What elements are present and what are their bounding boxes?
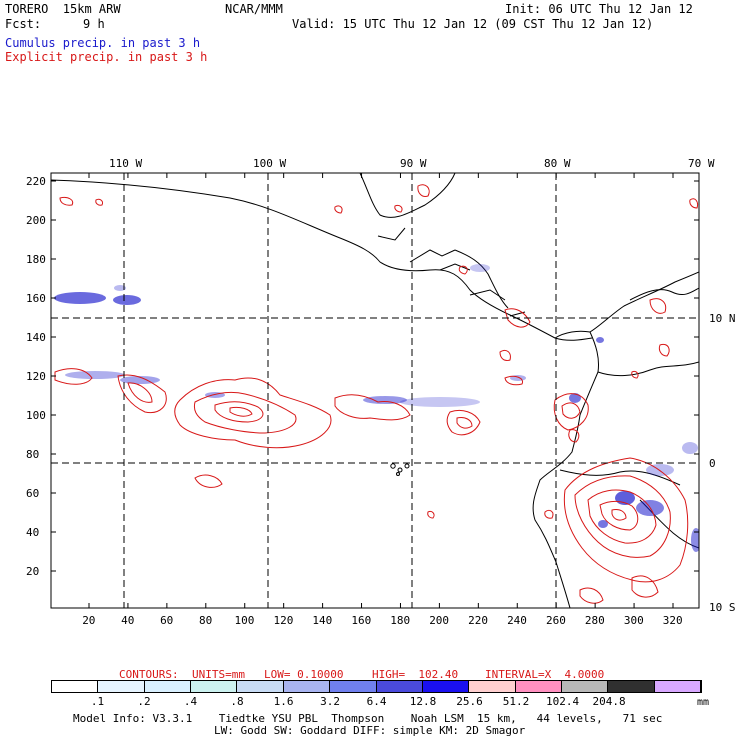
model-info: Model Info: V3.3.1 Tiedtke YSU PBL Thomp… xyxy=(73,712,663,725)
lat-label: 10 S xyxy=(709,601,736,614)
colorbar-segment xyxy=(654,681,702,692)
colorbar-segment xyxy=(283,681,331,692)
lat-label: 10 N xyxy=(709,312,736,325)
x-tick-label: 100 xyxy=(234,614,255,627)
colorbar-unit: mm xyxy=(697,697,710,708)
x-tick-label: 260 xyxy=(546,614,566,627)
colorbar-segment xyxy=(191,681,238,692)
colorbar-segment xyxy=(98,681,145,692)
explicit-precip-contours xyxy=(54,184,698,604)
colorbar-label: 204.8 xyxy=(592,695,626,708)
colorbar-segment xyxy=(330,681,377,692)
contour-low: LOW= 0.10000 xyxy=(264,668,344,681)
x-tick-label: 180 xyxy=(390,614,411,627)
contour-high: HIGH= 102.40 xyxy=(372,668,459,681)
legend-cumulus: Cumulus precip. in past 3 h xyxy=(5,36,201,50)
colorbar-label: .1 xyxy=(90,695,105,708)
y-tick-label: 100 xyxy=(26,409,46,422)
colorbar-label: 6.4 xyxy=(366,695,387,708)
x-tick-label: 220 xyxy=(468,614,488,627)
model-physics: LW: Godd SW: Goddard DIFF: simple KM: 2D… xyxy=(214,724,526,737)
lon-label: 100 W xyxy=(253,157,287,170)
colorbar-segment xyxy=(608,681,655,692)
contour-label: CONTOURS: xyxy=(119,668,179,681)
fcst-label: Fcst: xyxy=(5,17,42,31)
colorbar-segment xyxy=(52,681,99,692)
y-tick-label: 60 xyxy=(26,487,40,500)
colorbar-segment xyxy=(469,681,516,692)
y-tick-label: 120 xyxy=(26,370,46,383)
colorbar-segment xyxy=(376,681,423,692)
lon-label: 70 W xyxy=(688,157,715,170)
org-label: NCAR/MMM xyxy=(225,2,283,16)
colorbar-segment xyxy=(422,681,470,692)
model-title: TORERO 15km ARW xyxy=(5,2,121,16)
lat-lon-grid xyxy=(51,173,699,608)
x-tick-label: 300 xyxy=(623,614,644,627)
y-tick-label: 220 xyxy=(26,175,46,188)
y-tick-label: 160 xyxy=(26,292,46,305)
colorbar-segment xyxy=(237,681,284,692)
y-tick-label: 200 xyxy=(26,214,46,227)
fcst-value: 9 h xyxy=(83,17,105,31)
colorbar xyxy=(51,680,702,693)
x-tick-label: 120 xyxy=(273,614,294,627)
colorbar-segment xyxy=(144,681,192,692)
colorbar-label: .8 xyxy=(230,695,244,708)
y-tick-label: 40 xyxy=(26,526,40,539)
colorbar-segment xyxy=(561,681,609,692)
y-tick-label: 180 xyxy=(26,253,46,266)
colorbar-label: 102.4 xyxy=(546,695,580,708)
x-tick-label: 240 xyxy=(507,614,527,627)
cumulus-precip-areas xyxy=(54,264,699,552)
contour-interval: INTERVAL=X 4.0000 xyxy=(485,668,605,681)
colorbar-label: .2 xyxy=(137,695,151,708)
x-tick-label: 40 xyxy=(121,614,135,627)
colorbar-label: 1.6 xyxy=(273,695,294,708)
colorbar-label: .4 xyxy=(183,695,198,708)
colorbar-segment xyxy=(515,681,562,692)
x-tick-label: 20 xyxy=(82,614,96,627)
colorbar-label: 12.8 xyxy=(409,695,437,708)
x-tick-label: 60 xyxy=(160,614,174,627)
x-tick-label: 160 xyxy=(351,614,372,627)
y-tick-label: 20 xyxy=(26,565,40,578)
x-tick-label: 140 xyxy=(312,614,333,627)
axis-ticks xyxy=(51,173,699,608)
contour-units: UNITS=mm xyxy=(192,668,245,681)
legend-explicit: Explicit precip. in past 3 h xyxy=(5,50,208,64)
lon-label: 90 W xyxy=(400,157,427,170)
coastlines xyxy=(51,173,699,608)
lat-label: 0 xyxy=(709,457,716,470)
colorbar-label: 25.6 xyxy=(456,695,483,708)
y-tick-label: 140 xyxy=(26,331,46,344)
x-tick-label: 200 xyxy=(429,614,450,627)
colorbar-label: 3.2 xyxy=(320,695,340,708)
map-frame xyxy=(50,172,700,609)
x-tick-label: 80 xyxy=(199,614,213,627)
lon-label: 110 W xyxy=(109,157,143,170)
x-tick-label: 320 xyxy=(662,614,683,627)
lon-label: 80 W xyxy=(544,157,571,170)
y-tick-label: 80 xyxy=(26,448,40,461)
init-time: Init: 06 UTC Thu 12 Jan 12 xyxy=(505,2,693,16)
colorbar-label: 51.2 xyxy=(502,695,530,708)
x-tick-label: 280 xyxy=(584,614,605,627)
valid-time: Valid: 15 UTC Thu 12 Jan 12 (09 CST Thu … xyxy=(292,17,654,31)
